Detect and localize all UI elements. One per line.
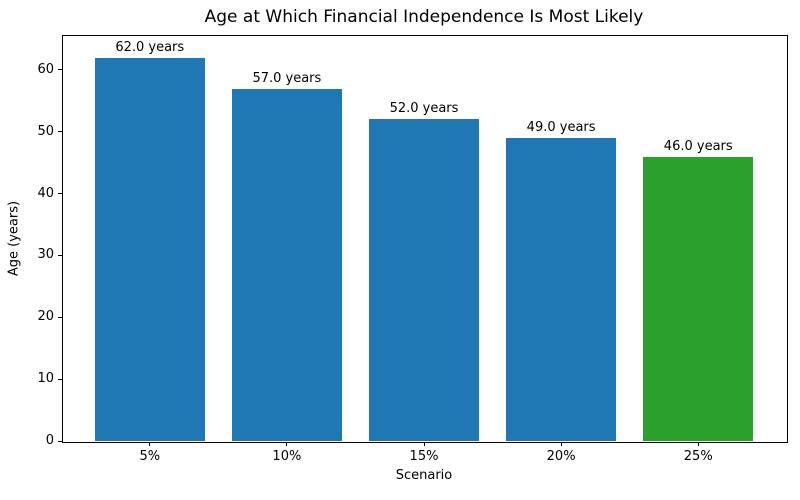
x-tick-mark [697, 442, 699, 446]
y-tick-label: 20 [37, 309, 54, 325]
y-tick-label: 50 [37, 123, 54, 139]
x-tick-mark [286, 442, 288, 446]
bar-value-label: 62.0 years [115, 39, 185, 55]
y-tick-mark [58, 69, 62, 71]
y-tick-label: 40 [37, 185, 54, 201]
bar-10% [232, 88, 342, 441]
y-tick-mark [58, 440, 62, 442]
x-tick-label: 5% [139, 449, 161, 464]
y-tick-label: 30 [37, 247, 54, 263]
x-tick-label: 20% [546, 449, 576, 464]
x-tick-mark [560, 442, 562, 446]
bar-value-label: 49.0 years [526, 120, 596, 135]
x-axis-label: Scenario [395, 468, 453, 483]
x-tick-mark [423, 442, 425, 446]
y-tick-label: 0 [45, 433, 54, 448]
bar-value-label: 57.0 years [252, 70, 322, 86]
bar-20% [506, 138, 616, 441]
x-tick-label: 10% [272, 449, 302, 464]
x-tick-mark [149, 442, 151, 446]
x-tick-label: 25% [683, 449, 713, 464]
y-tick-label: 10 [37, 371, 54, 387]
x-tick-label: 15% [409, 449, 439, 464]
bar-value-label: 46.0 years [663, 138, 733, 154]
bar-15% [369, 119, 479, 441]
y-tick-mark [58, 316, 62, 318]
y-tick-mark [58, 254, 62, 256]
y-tick-label: 60 [37, 61, 54, 77]
chart-title: Age at Which Financial Independence Is M… [204, 7, 644, 27]
y-tick-mark [58, 131, 62, 133]
y-tick-mark [58, 193, 62, 195]
bar-5% [94, 57, 205, 441]
y-tick-mark [58, 378, 62, 380]
bar-value-label: 52.0 years [389, 101, 459, 117]
bar-25% [643, 156, 754, 441]
